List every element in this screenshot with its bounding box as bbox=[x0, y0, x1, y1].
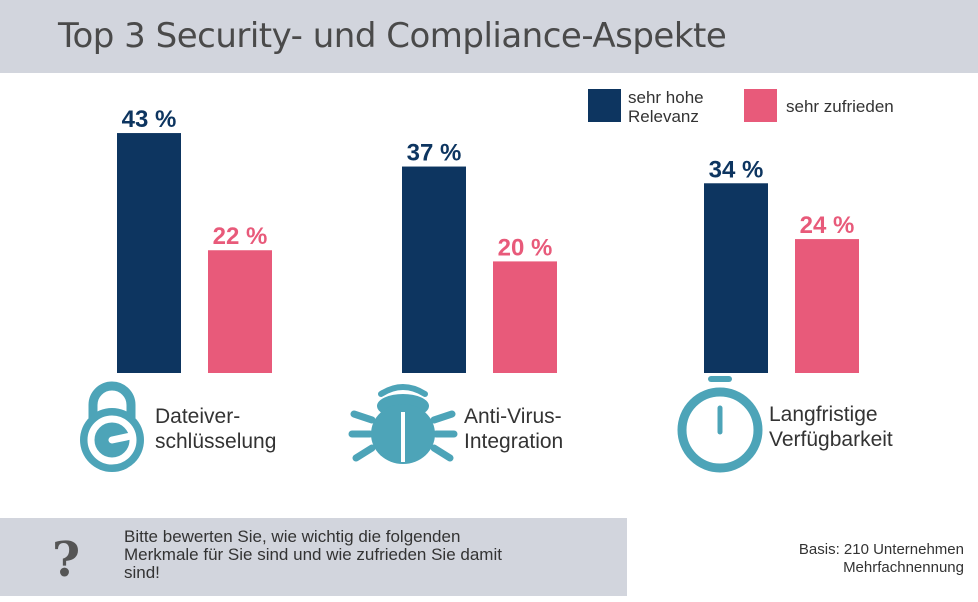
question-text-line: Merkmale für Sie sind und wie zufrieden … bbox=[124, 545, 502, 564]
category-label-line: Dateiver- bbox=[155, 405, 241, 428]
question-text: Bitte bewerten Sie, wie wichtig die folg… bbox=[124, 528, 604, 582]
bug-icon bbox=[348, 384, 458, 464]
legend-label-relevanz-line2: Relevanz bbox=[628, 107, 699, 126]
category-label-line: Integration bbox=[464, 430, 564, 453]
legend-label-relevanz: sehr hohe Relevanz bbox=[628, 88, 704, 126]
value-label-relevanz-0: 43 % bbox=[122, 106, 177, 133]
bar-chart: 43 % 37 % 34 % 22 % 20 % 24 % bbox=[117, 106, 859, 373]
value-label-zufrieden-1: 20 % bbox=[498, 234, 553, 261]
question-text-line: sind! bbox=[124, 563, 160, 582]
legend-label-relevanz-line1: sehr hohe bbox=[628, 88, 704, 107]
basis-line: Mehrfachnennung bbox=[843, 559, 964, 576]
bar-relevanz-2 bbox=[704, 183, 768, 373]
question-mark-icon: ? bbox=[52, 532, 81, 588]
basis-line: Basis: 210 Unternehmen bbox=[798, 541, 964, 558]
bar-zufrieden-2 bbox=[795, 239, 859, 373]
page-title: Top 3 Security- und Compliance-Aspekte bbox=[58, 16, 727, 56]
category-label-verfuegbarkeit: Langfristige Verfügbarkeit bbox=[769, 402, 893, 452]
category-label-line: Verfügbarkeit bbox=[769, 428, 893, 451]
value-label-zufrieden-0: 22 % bbox=[213, 223, 268, 250]
legend-label-zufrieden-line1: sehr zufrieden bbox=[786, 97, 894, 116]
title-banner bbox=[0, 0, 978, 73]
category-label-line: schlüsselung bbox=[155, 430, 277, 453]
legend-swatch-relevanz bbox=[588, 89, 621, 122]
stopwatch-icon bbox=[677, 376, 763, 473]
value-label-relevanz-1: 37 % bbox=[407, 140, 462, 167]
value-label-zufrieden-2: 24 % bbox=[800, 212, 855, 239]
bar-zufrieden-0 bbox=[208, 250, 272, 373]
basis-note: Basis: 210 Unternehmen Mehrfachnennung bbox=[799, 541, 964, 577]
category-label-line: Langfristige bbox=[769, 403, 878, 426]
category-label-line: Anti-Virus- bbox=[464, 405, 562, 428]
category-label-anti-virus: Anti-Virus- Integration bbox=[464, 404, 563, 454]
legend-label-zufrieden: sehr zufrieden bbox=[786, 97, 894, 116]
question-box bbox=[0, 518, 627, 596]
value-label-relevanz-2: 34 % bbox=[709, 156, 764, 183]
bar-relevanz-0 bbox=[117, 133, 181, 373]
question-text-line: Bitte bewerten Sie, wie wichtig die folg… bbox=[124, 527, 461, 546]
lock-icon bbox=[80, 381, 144, 472]
category-label-dateiverschluesselung: Dateiver- schlüsselung bbox=[155, 404, 276, 454]
bar-relevanz-1 bbox=[402, 166, 466, 373]
legend-swatch-zufrieden bbox=[744, 89, 777, 122]
bar-zufrieden-1 bbox=[493, 261, 557, 373]
